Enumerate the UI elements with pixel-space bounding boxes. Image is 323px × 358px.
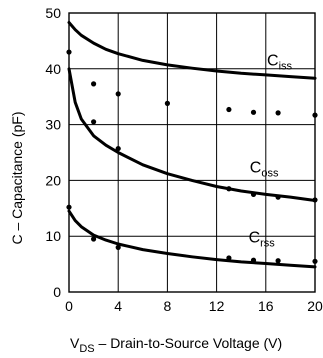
data-point-oss — [226, 186, 232, 192]
x-tick-label: 0 — [65, 298, 73, 314]
data-point-iss — [91, 81, 97, 87]
series-label-sub: iss — [279, 60, 293, 72]
y-tick-label: 30 — [45, 117, 61, 133]
series-label-sub: oss — [261, 168, 279, 180]
y-tick-label: 10 — [45, 228, 61, 244]
data-point-rss — [66, 204, 72, 210]
data-point-iss — [250, 109, 257, 115]
data-point-rss — [115, 244, 121, 250]
x-tick-label: 4 — [114, 298, 122, 314]
data-point-oss — [312, 197, 318, 203]
plot-frame — [68, 12, 316, 293]
series-curve-rss — [67, 209, 317, 269]
series-points — [66, 49, 318, 264]
series-label-sub: rss — [260, 237, 275, 249]
data-point-oss — [115, 145, 121, 152]
data-point-oss — [250, 191, 257, 197]
data-point-rss — [91, 236, 97, 242]
data-point-iss — [115, 91, 121, 97]
y-tick-label: 0 — [53, 284, 61, 300]
series-label-rss: Crss — [249, 229, 276, 249]
series-label-main: C — [267, 52, 279, 69]
data-point-iss — [66, 49, 72, 55]
data-point-iss — [226, 106, 232, 113]
data-point-iss — [312, 112, 318, 118]
y-tick-label: 50 — [45, 5, 61, 21]
x-tick-label: 12 — [209, 298, 225, 314]
x-tick-label: 20 — [307, 298, 323, 314]
data-point-oss — [275, 194, 281, 200]
x-tick-label: 16 — [258, 298, 274, 314]
data-point-rss — [250, 257, 257, 263]
data-point-rss — [275, 258, 281, 264]
series-label-iss: Ciss — [267, 52, 293, 72]
data-point-iss — [164, 100, 170, 106]
series-curve-iss — [67, 21, 317, 80]
series-curves — [67, 21, 317, 269]
x-tick-label: 8 — [164, 298, 172, 314]
x-axis-title: VDS – Drain-to-Source Voltage (V) — [70, 335, 282, 355]
data-point-rss — [312, 258, 318, 264]
y-tick-label: 40 — [45, 61, 61, 77]
x-axis-title-sub: DS — [79, 343, 94, 355]
series-label-oss: Coss — [250, 160, 279, 180]
x-tick-labels: 0 4 8 12 16 20 — [65, 298, 323, 314]
series-label-main: C — [249, 229, 261, 246]
x-axis-title-main: V — [70, 335, 80, 351]
data-point-oss — [91, 119, 97, 125]
data-point-iss — [275, 110, 281, 116]
series-curve-oss — [67, 67, 317, 202]
x-axis-title-rest: – Drain-to-Source Voltage (V) — [95, 335, 283, 351]
series-label-main: C — [250, 160, 262, 177]
y-tick-labels: 0 10 20 30 40 50 — [45, 5, 61, 300]
data-point-rss — [226, 255, 232, 261]
y-tick-label: 20 — [45, 172, 61, 188]
y-axis-title: C – Capacitance (pF) — [9, 111, 25, 244]
